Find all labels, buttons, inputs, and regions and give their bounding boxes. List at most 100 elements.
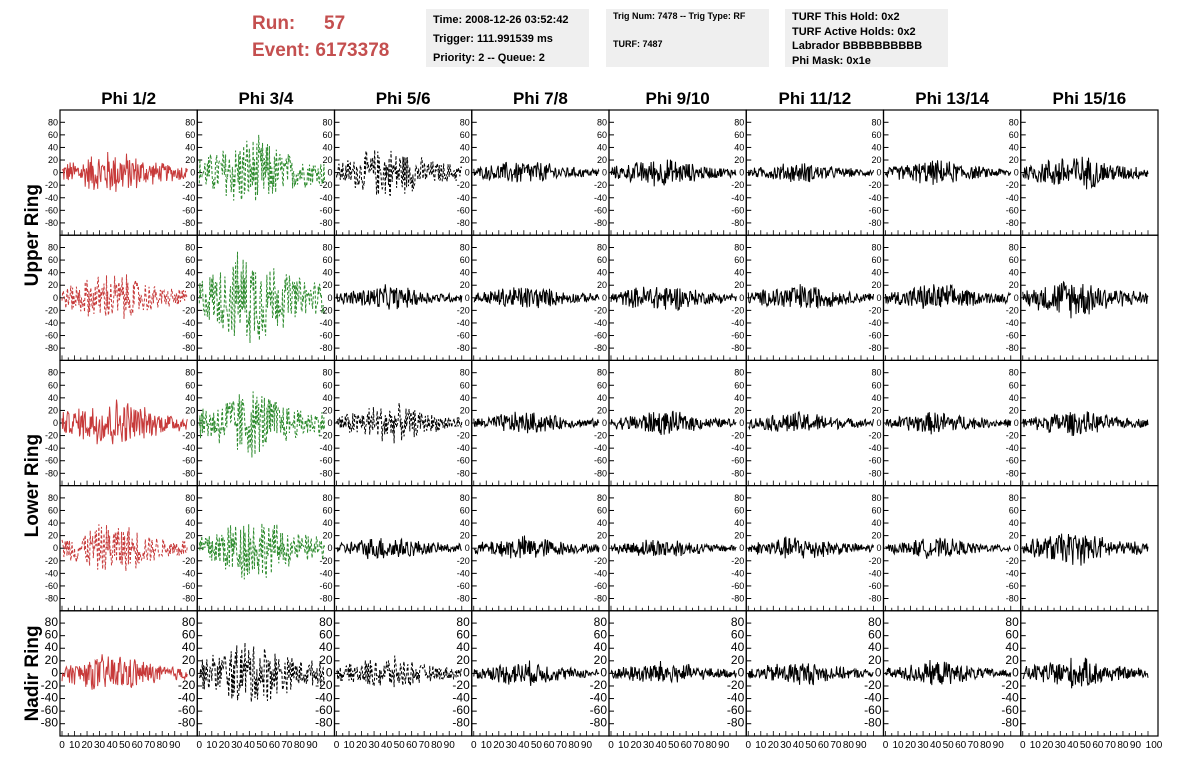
y-tick-label-r2c1: -40 <box>45 318 58 328</box>
y-tick-label-r1c6: 60 <box>734 130 744 140</box>
x-tick-label-c4: 80 <box>568 740 580 751</box>
y-tick-label-r5c5: 80 <box>594 615 608 629</box>
y-tick-label-r3c3: 0 <box>327 418 332 428</box>
y-tick-label-r4c6: -40 <box>731 568 744 578</box>
waveform-r3c2 <box>198 391 325 458</box>
y-tick-label-r2c6: -20 <box>731 305 744 315</box>
y-tick-label-r4c7: -60 <box>868 581 881 591</box>
y-tick-label-r4c3: 80 <box>322 493 332 503</box>
y-tick-label-r5c3: -20 <box>315 678 333 692</box>
y-tick-label-r2c8: -20 <box>1006 305 1019 315</box>
y-tick-label-r3c7: -80 <box>868 468 881 478</box>
y-tick-label-r4c1: -20 <box>45 556 58 566</box>
y-tick-label-r4c1: 0 <box>53 543 58 553</box>
y-tick-label-r5c3: 40 <box>319 640 333 654</box>
y-tick-label-r5c8: -80 <box>1001 716 1019 730</box>
y-tick-label-r3c1: -40 <box>45 443 58 453</box>
y-tick-label-r4c5: 20 <box>597 531 607 541</box>
waveform-r2c5 <box>610 286 737 311</box>
y-tick-label-r3c5: 60 <box>597 380 607 390</box>
y-tick-label-r5c1: 40 <box>45 640 59 654</box>
y-tick-label-r1c6: 40 <box>734 142 744 152</box>
x-tick-label-c8: 60 <box>1092 740 1104 751</box>
y-tick-label-r1c3: -40 <box>319 193 332 203</box>
y-tick-label-r2c2: 0 <box>190 293 195 303</box>
y-tick-label-r5c5: -80 <box>590 716 608 730</box>
y-tick-label-r4c5: -60 <box>594 581 607 591</box>
y-tick-label-r2c2: -20 <box>182 305 195 315</box>
y-tick-label-r1c5: 40 <box>597 142 607 152</box>
y-tick-label-r5c4: 40 <box>456 640 470 654</box>
x-tick-label-c6: 30 <box>780 740 792 751</box>
panel-frame-r1c1 <box>59 109 198 236</box>
x-tick-label-c8: 0 <box>1020 740 1026 751</box>
y-tick-label-r5c2: -60 <box>178 703 196 717</box>
y-tick-label-r2c6: 60 <box>734 255 744 265</box>
y-tick-label-r3c7: 0 <box>876 418 881 428</box>
y-tick-label-r5c6: 80 <box>731 615 745 629</box>
y-tick-label-r5c1: -20 <box>41 678 59 692</box>
y-tick-label-r3c7: 20 <box>871 405 881 415</box>
y-tick-label-r1c5: -60 <box>594 205 607 215</box>
y-tick-label-r5c2: -40 <box>178 691 196 705</box>
y-tick-label-r1c8: 20 <box>1009 155 1019 165</box>
column-header-1: Phi 1/2 <box>101 89 156 108</box>
x-tick-label-c5: 70 <box>693 740 705 751</box>
y-tick-label-r3c5: 20 <box>597 405 607 415</box>
y-tick-label-r1c5: -20 <box>594 180 607 190</box>
y-tick-label-r5c3: 60 <box>319 628 333 642</box>
x-tick-label-c6: 80 <box>843 740 855 751</box>
y-tick-label-r1c2: 40 <box>185 142 195 152</box>
y-tick-label-r5c4: -80 <box>452 716 470 730</box>
waveform-r1c1 <box>61 151 188 192</box>
x-tick-label-c3: 30 <box>369 740 381 751</box>
y-tick-label-r5c8: 40 <box>1005 640 1019 654</box>
x-tick-label-c7: 30 <box>918 740 930 751</box>
y-tick-label-r1c7: -40 <box>868 193 881 203</box>
y-tick-label-r5c8: -60 <box>1001 703 1019 717</box>
y-tick-label-r1c5: -40 <box>594 193 607 203</box>
y-tick-label-r2c3: 60 <box>322 255 332 265</box>
y-tick-label-r5c5: -60 <box>590 703 608 717</box>
y-tick-label-r4c6: -80 <box>731 594 744 604</box>
y-tick-label-r5c6: -60 <box>727 703 745 717</box>
x-tick-label-c1: 60 <box>132 740 144 751</box>
y-tick-label-r4c8: 80 <box>1009 493 1019 503</box>
y-tick-label-r1c7: -20 <box>868 180 881 190</box>
y-tick-label-r4c2: 40 <box>185 518 195 528</box>
waveform-r1c6 <box>747 163 874 183</box>
y-tick-label-r1c7: 20 <box>871 155 881 165</box>
ring-label-upper-ring: Upper Ring <box>22 184 43 286</box>
trigger-text: Trigger: 111.991539 ms <box>433 33 553 45</box>
y-tick-label-r4c2: -20 <box>182 556 195 566</box>
y-tick-label-r2c2: 40 <box>185 268 195 278</box>
y-tick-label-r4c2: -40 <box>182 568 195 578</box>
y-tick-label-r4c1: -40 <box>45 568 58 578</box>
y-tick-label-r1c1: -40 <box>45 193 58 203</box>
y-tick-label-r3c5: -20 <box>594 431 607 441</box>
y-tick-label-r5c2: 80 <box>182 615 196 629</box>
y-tick-label-r3c6: -60 <box>731 456 744 466</box>
y-tick-label-r2c4: -40 <box>457 318 470 328</box>
waveform-r1c8 <box>1022 156 1149 190</box>
y-tick-label-r4c1: 40 <box>48 518 58 528</box>
x-tick-label-c4: 90 <box>581 740 593 751</box>
y-tick-label-r5c1: 20 <box>45 653 59 667</box>
x-tick-label-c8: 90 <box>1130 740 1142 751</box>
x-tick-label-c7: 60 <box>955 740 967 751</box>
y-tick-label-r3c2: 20 <box>185 405 195 415</box>
y-tick-label-r2c4: 20 <box>460 280 470 290</box>
y-tick-label-r3c6: -40 <box>731 443 744 453</box>
y-tick-label-r1c7: 60 <box>871 130 881 140</box>
y-tick-label-r5c8: 20 <box>1005 653 1019 667</box>
y-tick-label-r4c2: 0 <box>190 543 195 553</box>
waveform-r4c7 <box>885 537 1012 559</box>
y-tick-label-r1c2: -20 <box>182 180 195 190</box>
x-tick-label-c7: 80 <box>980 740 992 751</box>
y-tick-label-r2c3: -40 <box>319 318 332 328</box>
y-tick-label-r5c7: 0 <box>875 665 882 679</box>
y-tick-label-r1c6: 20 <box>734 155 744 165</box>
y-tick-label-r1c6: -80 <box>731 218 744 228</box>
y-tick-label-r2c7: 80 <box>871 242 881 252</box>
y-tick-label-r3c2: -80 <box>182 468 195 478</box>
